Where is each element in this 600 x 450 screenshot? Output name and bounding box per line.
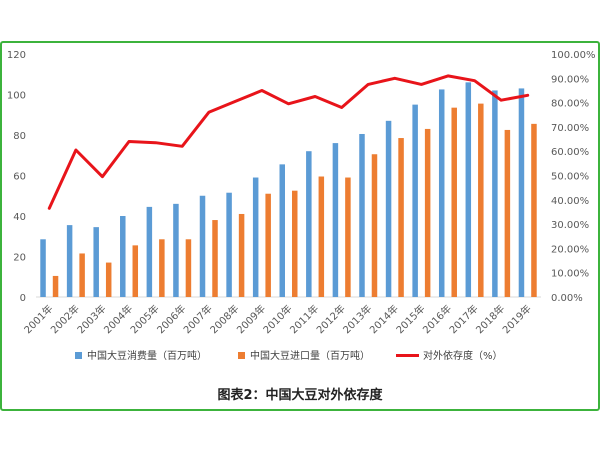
x-tick-label: 2004年 [101, 302, 135, 336]
x-tick-label: 2003年 [74, 302, 108, 336]
y-right-tick-label: 60.00% [551, 147, 589, 158]
bar-consumption [93, 227, 99, 297]
bar-consumption [199, 195, 206, 297]
bar-consumption [438, 89, 445, 297]
y-left-tick-label: 100 [7, 91, 26, 102]
bar-consumption [385, 120, 392, 297]
bar-consumption [492, 90, 498, 297]
bar-consumption [412, 104, 418, 297]
legend-swatch [238, 352, 245, 359]
x-tick-label: 2012年 [314, 302, 348, 336]
bar-import [345, 177, 351, 297]
y-right-tick-label: 40.00% [551, 196, 589, 207]
bar-import [478, 103, 484, 297]
bar-consumption [40, 239, 46, 297]
y-left-tick-label: 20 [13, 253, 26, 264]
y-right-tick-label: 50.00% [551, 172, 589, 183]
x-tick-label: 2006年 [154, 302, 188, 336]
legend-label: 中国大豆消费量（百万吨） [87, 349, 207, 362]
bar-import [398, 138, 404, 297]
y-left-tick-label: 40 [13, 212, 26, 223]
bar-import [185, 239, 192, 297]
x-tick-label: 2018年 [473, 302, 507, 336]
bar-consumption [146, 206, 153, 297]
bar-consumption [279, 164, 285, 297]
x-tick-label: 2001年 [21, 302, 55, 336]
x-tick-label: 2013年 [340, 302, 374, 336]
legend-label: 中国大豆进口量（百万吨） [250, 349, 370, 362]
bar-import [531, 123, 537, 297]
bar-import [424, 128, 431, 297]
y-right-tick-label: 0.00% [551, 293, 583, 304]
x-tick-label: 2015年 [393, 302, 427, 336]
x-tick-label: 2009年 [234, 302, 268, 336]
bar-import [451, 107, 457, 297]
y-left-tick-label: 60 [13, 172, 26, 183]
y-right-tick-label: 70.00% [551, 123, 589, 134]
bar-import [371, 154, 378, 297]
bar-import [159, 239, 165, 297]
bar-consumption [120, 216, 126, 297]
bar-import [105, 262, 112, 297]
y-right-tick-label: 80.00% [551, 99, 589, 110]
x-tick-label: 2008年 [207, 302, 241, 336]
x-tick-label: 2014年 [367, 302, 401, 336]
y-right-tick-label: 10.00% [551, 269, 589, 280]
bar-import [132, 245, 139, 297]
x-tick-label: 2005年 [127, 302, 161, 336]
x-tick-label: 2017年 [446, 302, 480, 336]
dependency-line [47, 74, 530, 210]
y-right-tick-label: 20.00% [551, 244, 589, 255]
y-left-tick-label: 80 [13, 131, 26, 142]
y-left-tick-label: 120 [7, 50, 26, 61]
bar-consumption [252, 177, 259, 297]
bar-import [52, 275, 59, 297]
chart-caption: 图表2：中国大豆对外依存度 [217, 388, 383, 403]
bar-consumption [66, 225, 73, 297]
y-right-tick-label: 90.00% [551, 74, 589, 85]
chart-frame [0, 41, 600, 411]
bar-consumption [173, 203, 179, 297]
bar-consumption [332, 143, 339, 297]
x-tick-label: 2007年 [181, 302, 215, 336]
legend-swatch [75, 352, 82, 359]
bar-import [79, 253, 85, 297]
x-tick-label: 2010年 [260, 302, 294, 336]
bar-consumption [359, 133, 365, 297]
bar-consumption [226, 192, 232, 297]
x-tick-label: 2016年 [420, 302, 454, 336]
bar-consumption [518, 88, 525, 297]
bar-import [504, 129, 511, 297]
bar-import [318, 176, 325, 297]
x-tick-label: 2002年 [48, 302, 82, 336]
bar-import [265, 193, 271, 297]
x-tick-label: 2019年 [500, 302, 534, 336]
y-left-tick-label: 0 [20, 293, 26, 304]
y-right-tick-label: 100.00% [551, 50, 596, 61]
bar-consumption [306, 151, 312, 297]
y-right-tick-label: 30.00% [551, 220, 589, 231]
x-tick-label: 2011年 [287, 302, 321, 336]
bar-consumption [465, 82, 472, 297]
bar-import [212, 220, 218, 297]
bar-import [238, 213, 245, 297]
bar-import [292, 190, 298, 297]
legend-label: 对外依存度（%） [423, 349, 503, 362]
